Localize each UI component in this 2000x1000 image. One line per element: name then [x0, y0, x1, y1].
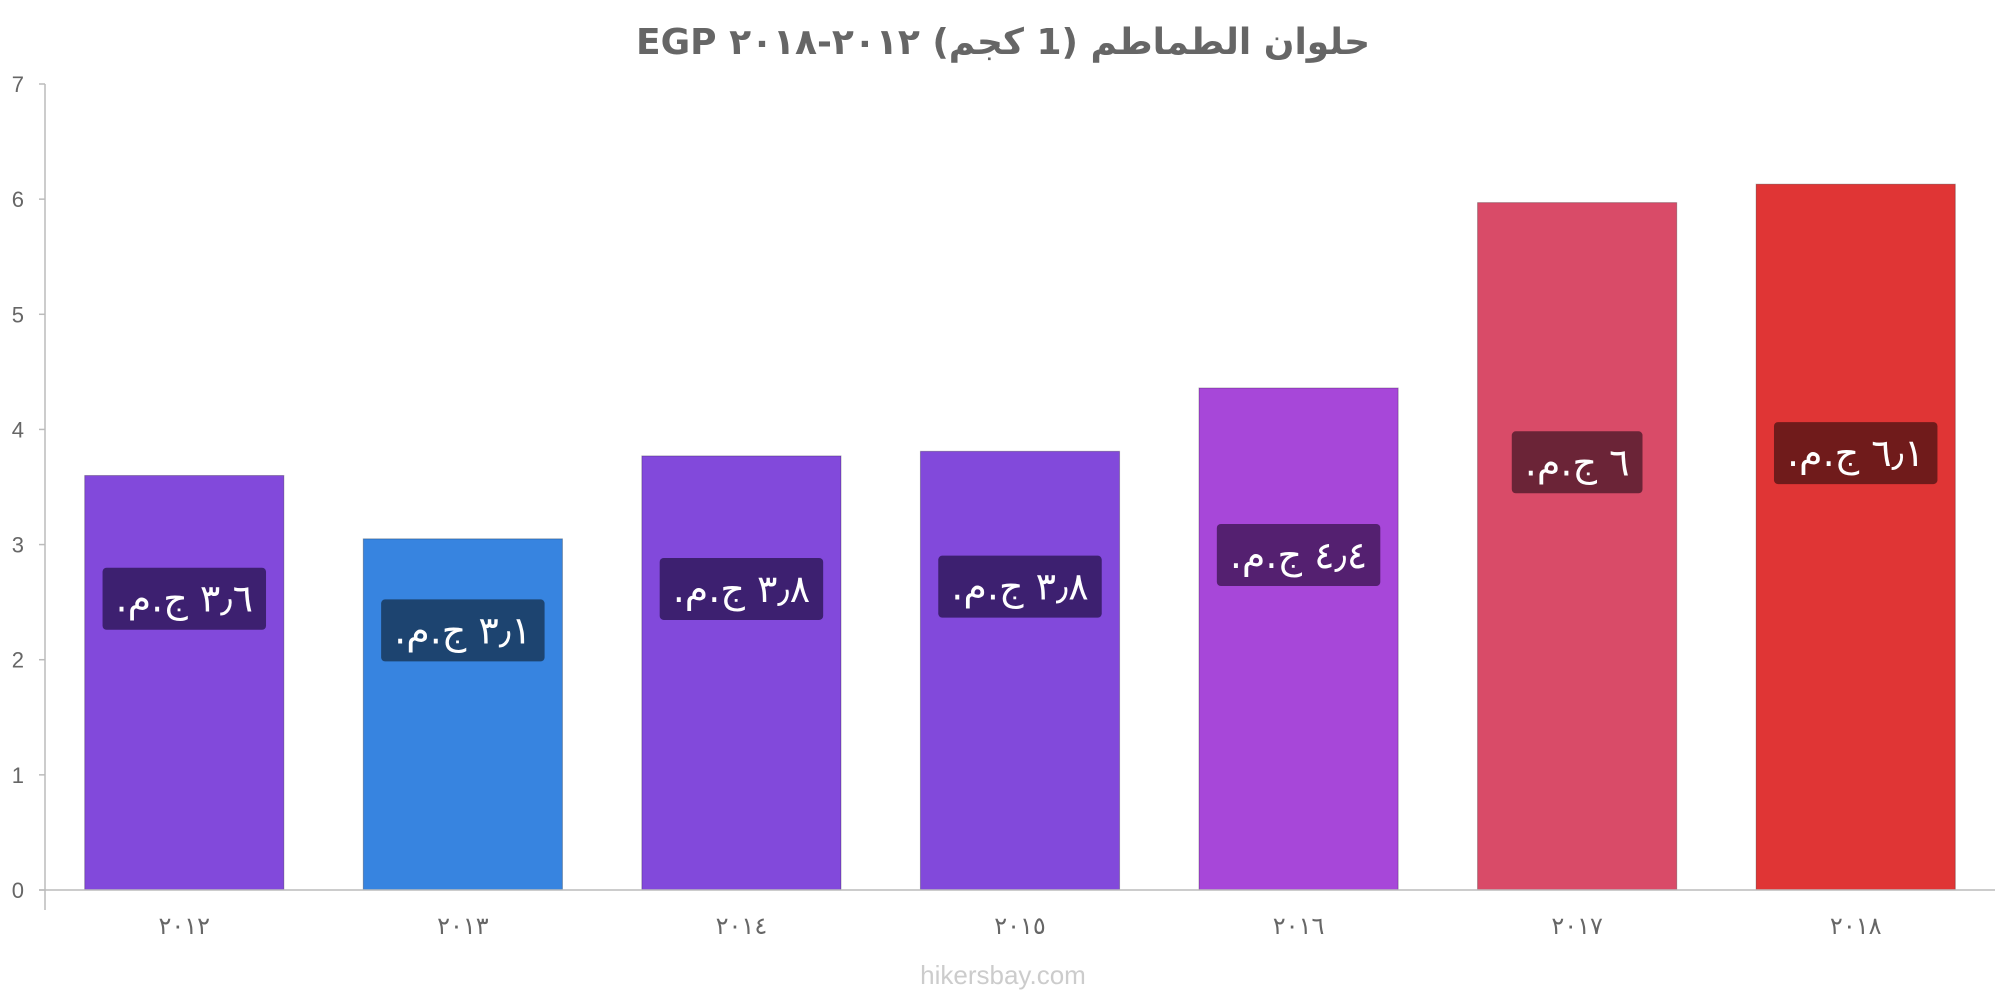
bar-value-label: ٦ ج.م.: [1511, 431, 1643, 494]
y-axis: 0 1 2 3 4 5 6 7: [12, 72, 46, 910]
x-tick-label: ٢٠١٥: [994, 912, 1046, 940]
bar[interactable]: [1755, 183, 1956, 891]
y-tick-label: 4: [12, 417, 24, 442]
bar[interactable]: [1198, 387, 1399, 891]
bar-value-background: [381, 599, 545, 662]
bar-value-text: ٦٫١ ج.م.: [1787, 431, 1924, 476]
bar-value-text: ٣٫٨ ج.م.: [951, 565, 1088, 610]
y-tick-label: 7: [12, 72, 24, 97]
y-tick-label: 5: [12, 302, 24, 327]
bars-group: [84, 183, 1956, 891]
bar-value-background: [1216, 523, 1381, 586]
bar[interactable]: [362, 538, 563, 891]
bar[interactable]: [1477, 202, 1678, 891]
bar-value-background: [659, 557, 824, 620]
y-tick-label: 0: [12, 878, 24, 903]
chart-title: حلوان الطماطم (1 كجم) ٢٠١٢-٢٠١٨ EGP: [636, 22, 1370, 63]
bar-value-background: [1773, 422, 1938, 485]
bar-value-text: ٣٫٨ ج.م.: [673, 567, 810, 612]
bar-value-label: ٣٫٨ ج.م.: [938, 555, 1102, 618]
x-tick-label: ٢٠١٨: [1830, 912, 1882, 940]
bar-value-label: ٣٫١ ج.م.: [381, 599, 545, 662]
x-axis: ٢٠١٢ ٢٠١٣ ٢٠١٤ ٢٠١٥ ٢٠١٦ ٢٠١٧ ٢٠١٨: [39, 889, 1995, 940]
x-tick-label: ٢٠١٢: [159, 912, 211, 940]
y-tick-label: 6: [12, 187, 24, 212]
bar-value-background: [1511, 431, 1643, 494]
bar-value-label: ٦٫١ ج.م.: [1773, 422, 1938, 485]
y-tick-label: 3: [12, 533, 24, 558]
x-tick-label: ٢٠١٣: [437, 912, 489, 940]
bar-value-text: ٦ ج.م.: [1525, 440, 1630, 485]
bar-value-label: ٣٫٨ ج.م.: [659, 557, 824, 620]
bar-value-text: ٣٫٦ ج.م.: [116, 577, 253, 622]
x-tick-label: ٢٠١٧: [1551, 912, 1603, 940]
bar[interactable]: [919, 450, 1121, 891]
data-labels-group: ٣٫٦ ج.م. ٣٫١ ج.م. ٣٫٨ ج.م. ٣٫٨ ج.م. ٤٫٤ ج.م.…: [102, 422, 1938, 662]
bar-value-text: ٤٫٤ ج.م.: [1230, 533, 1367, 578]
bar-value-background: [938, 555, 1102, 618]
bar-value-label: ٤٫٤ ج.م.: [1216, 523, 1381, 586]
y-tick-label: 1: [12, 763, 24, 788]
x-tick-label: ٢٠١٤: [716, 912, 768, 940]
watermark-footer[interactable]: hikersbay.com: [920, 960, 1086, 990]
bar-value-label: ٣٫٦ ج.م.: [102, 567, 267, 630]
y-tick-label: 2: [12, 648, 24, 673]
bar-value-text: ٣٫١ ج.م.: [394, 608, 531, 653]
bar[interactable]: [84, 474, 285, 891]
bar-value-background: [102, 567, 267, 630]
bar[interactable]: [641, 455, 842, 891]
x-tick-label: ٢٠١٦: [1273, 912, 1325, 940]
